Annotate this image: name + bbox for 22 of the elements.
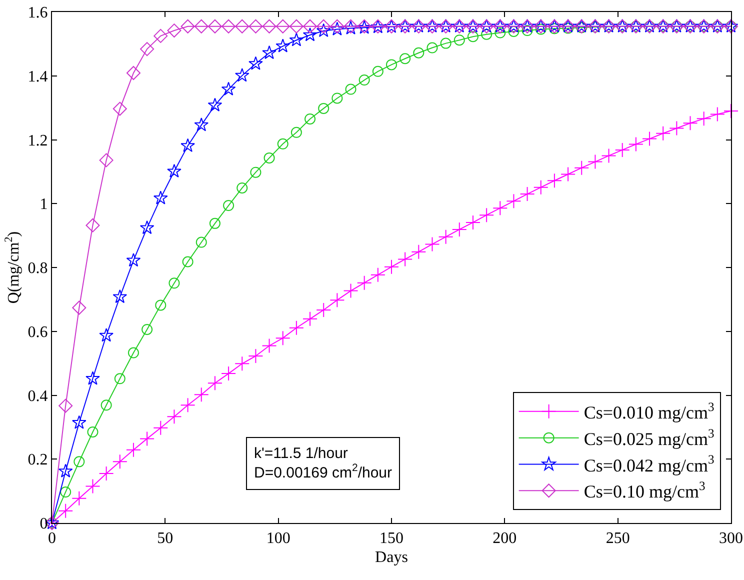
x-tick-label: 300 — [719, 530, 743, 548]
y-tick-label: 0 — [40, 516, 48, 533]
y-tick-label: 1.6 — [28, 4, 48, 22]
y-tick-label: 1.2 — [28, 132, 48, 150]
x-tick-label: 200 — [492, 530, 517, 548]
x-tick-label: 100 — [266, 530, 290, 548]
x-tick-label: 150 — [380, 530, 404, 548]
x-tick-label: 250 — [606, 530, 630, 548]
legend-label: Cs=0.042 mg/cm$^{3}$ — [584, 452, 714, 476]
y-tick-label: 0.8 — [28, 260, 48, 278]
x-tick-label: 50 — [157, 530, 174, 548]
y-tick-label: 0.2 — [28, 452, 48, 469]
annotation: D=0.00169 cm$^{2}$/hour — [254, 462, 392, 482]
legend-label: Cs=0.025 mg/cm$^{3}$ — [584, 426, 714, 449]
x-axis-title: Days — [375, 548, 408, 566]
y-tick-label: 1 — [40, 196, 48, 214]
y-tick-label: 0.4 — [28, 388, 48, 405]
legend-label: Cs=0.10 mg/cm$^{3}$ — [584, 479, 706, 502]
y-tick-label: 1.4 — [28, 68, 48, 86]
annotation: k'=11.5 1/hour — [254, 445, 348, 462]
legend-label: Cs=0.010 mg/cm$^{3}$ — [584, 400, 714, 422]
y-tick-label: 0.6 — [28, 324, 48, 341]
